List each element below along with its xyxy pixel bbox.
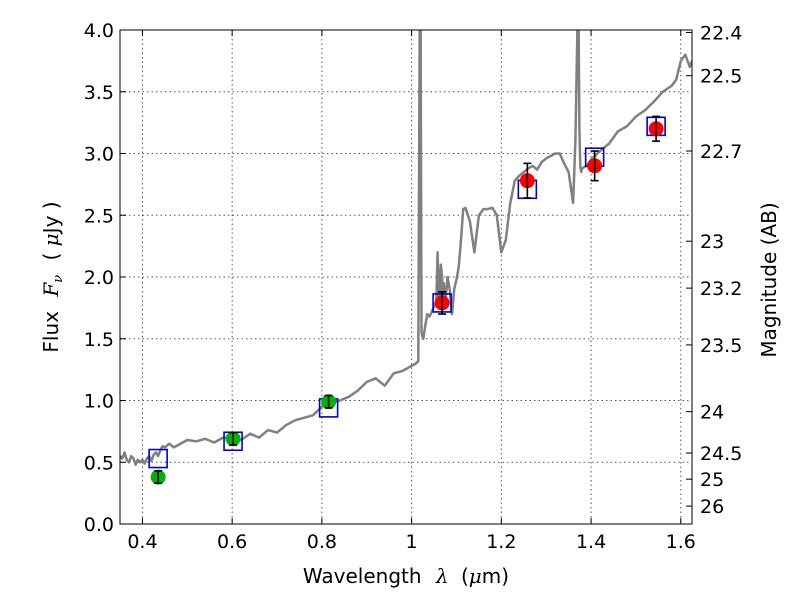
y-axis-label-symbol: F (39, 282, 63, 298)
x-tick-label: 1 (406, 531, 418, 553)
y-axis-label-unit-rest: Jy ) (39, 201, 63, 235)
y2-tick-label: 22.4 (700, 22, 742, 44)
y-tick-label: 1.0 (84, 391, 114, 413)
y2-tick-label: 25 (700, 469, 724, 491)
y2-tick-label: 24 (700, 402, 724, 424)
y-tick-label: 2.0 (84, 267, 114, 289)
y2-tick-label: 23.5 (700, 335, 742, 357)
x-tick-label: 0.8 (307, 531, 337, 553)
y2-tick-label: 22.7 (700, 141, 742, 163)
y-tick-label: 1.5 (84, 329, 114, 351)
y-axis-label: Flux Fν ( μJy ) (39, 201, 67, 352)
y-tick-label: 3.5 (84, 82, 114, 104)
y-tick-label: 4.0 (84, 20, 114, 42)
model-box-marker (148, 448, 168, 469)
y-tick-label: 3.0 (84, 144, 114, 166)
x-tick-label: 1.4 (576, 531, 606, 553)
x-axis-label-unit-mu: μ (469, 564, 482, 588)
y2-tick-label: 23.2 (700, 278, 742, 300)
x-axis-label-unit-rest: m) (482, 564, 509, 588)
plot-layer (120, 30, 692, 485)
x-axis-label-unit-open: ( (461, 564, 469, 588)
y-tick-label: 0.0 (84, 514, 114, 536)
axis-ticks: 0.4 0.6 0.8 1 1.2 1.4 1.6 0.0 0.5 1.0 1.5 2.0 2.5 3.0… (84, 20, 743, 553)
y-axis-label-unit-open: ( (39, 246, 63, 260)
y2-tick-label: 26 (700, 496, 724, 518)
y-tick-label: 2.5 (84, 205, 114, 227)
x-axis-label: Wavelength λ (μm) (303, 564, 509, 588)
x-tick-label: 1.6 (666, 531, 696, 553)
y-axis-label-subscript: ν (51, 275, 66, 283)
x-tick-label: 0.4 (127, 531, 157, 553)
x-axis-label-symbol: λ (435, 564, 449, 588)
x-tick-label: 0.6 (217, 531, 247, 553)
y-axis-label-unit-mu: μ (39, 233, 63, 246)
y2-tick-label: 22.5 (700, 66, 742, 88)
y2-axis-label: Magnitude (AB) (757, 202, 781, 357)
y2-tick-label: 24.5 (700, 443, 742, 465)
y-tick-label: 0.5 (84, 452, 114, 474)
spectrum-line (120, 30, 692, 466)
x-axis-label-prefix: Wavelength (303, 564, 422, 588)
y-axis-label-prefix: Flux (39, 311, 63, 353)
y2-tick-label: 23 (700, 231, 724, 253)
x-tick-label: 1.2 (486, 531, 516, 553)
